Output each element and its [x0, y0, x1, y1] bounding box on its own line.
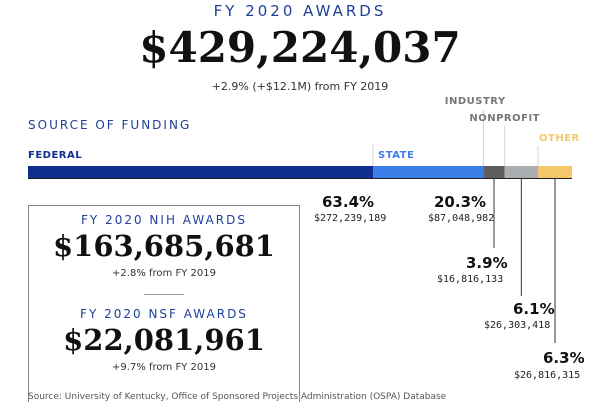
amount-label-other: $26,816,315 [514, 370, 581, 381]
category-label-federal: FEDERAL [28, 150, 82, 161]
total-change-text: +2.9% (+$12.1M) from FY 2019 [211, 80, 389, 93]
nsf-title: FY 2020 NSF AWARDS [80, 307, 248, 321]
agency-divider [144, 294, 184, 295]
bar-segment-nonprofit [504, 166, 539, 178]
category-label-nonprofit: NONPROFIT [469, 113, 540, 124]
total-awards-amount: $429,224,037 [139, 23, 461, 72]
nih-change: +2.8% from FY 2019 [112, 268, 216, 279]
amount-label-nonprofit: $26,303,418 [484, 320, 551, 331]
category-label-industry: INDUSTRY [445, 96, 506, 107]
bar-segment-other [538, 166, 572, 178]
page-title: FY 2020 AWARDS [213, 2, 387, 20]
bar-segment-industry [483, 166, 505, 178]
amount-label-state: $87,048,982 [428, 213, 495, 224]
pct-label-other: 6.3% [543, 349, 585, 367]
chart-title: SOURCE OF FUNDING [28, 118, 192, 132]
nih-amount: $163,685,681 [53, 229, 275, 263]
pct-label-nonprofit: 6.1% [513, 300, 555, 318]
agency-awards-box [28, 205, 300, 402]
nsf-amount: $22,081,961 [63, 323, 265, 357]
amount-label-federal: $272,239,189 [314, 213, 387, 224]
nsf-change: +9.7% from FY 2019 [112, 362, 216, 373]
category-label-state: STATE [378, 150, 414, 161]
nih-title: FY 2020 NIH AWARDS [81, 213, 247, 227]
source-note: Source: University of Kentucky, Office o… [28, 392, 447, 402]
pct-label-industry: 3.9% [466, 254, 508, 272]
category-label-other: OTHER [539, 133, 580, 144]
amount-label-industry: $16,816,133 [437, 274, 504, 285]
bar-segment-federal [28, 166, 374, 178]
pct-label-federal: 63.4% [322, 193, 375, 211]
bar-segment-state [373, 166, 484, 178]
pct-label-state: 20.3% [434, 193, 487, 211]
